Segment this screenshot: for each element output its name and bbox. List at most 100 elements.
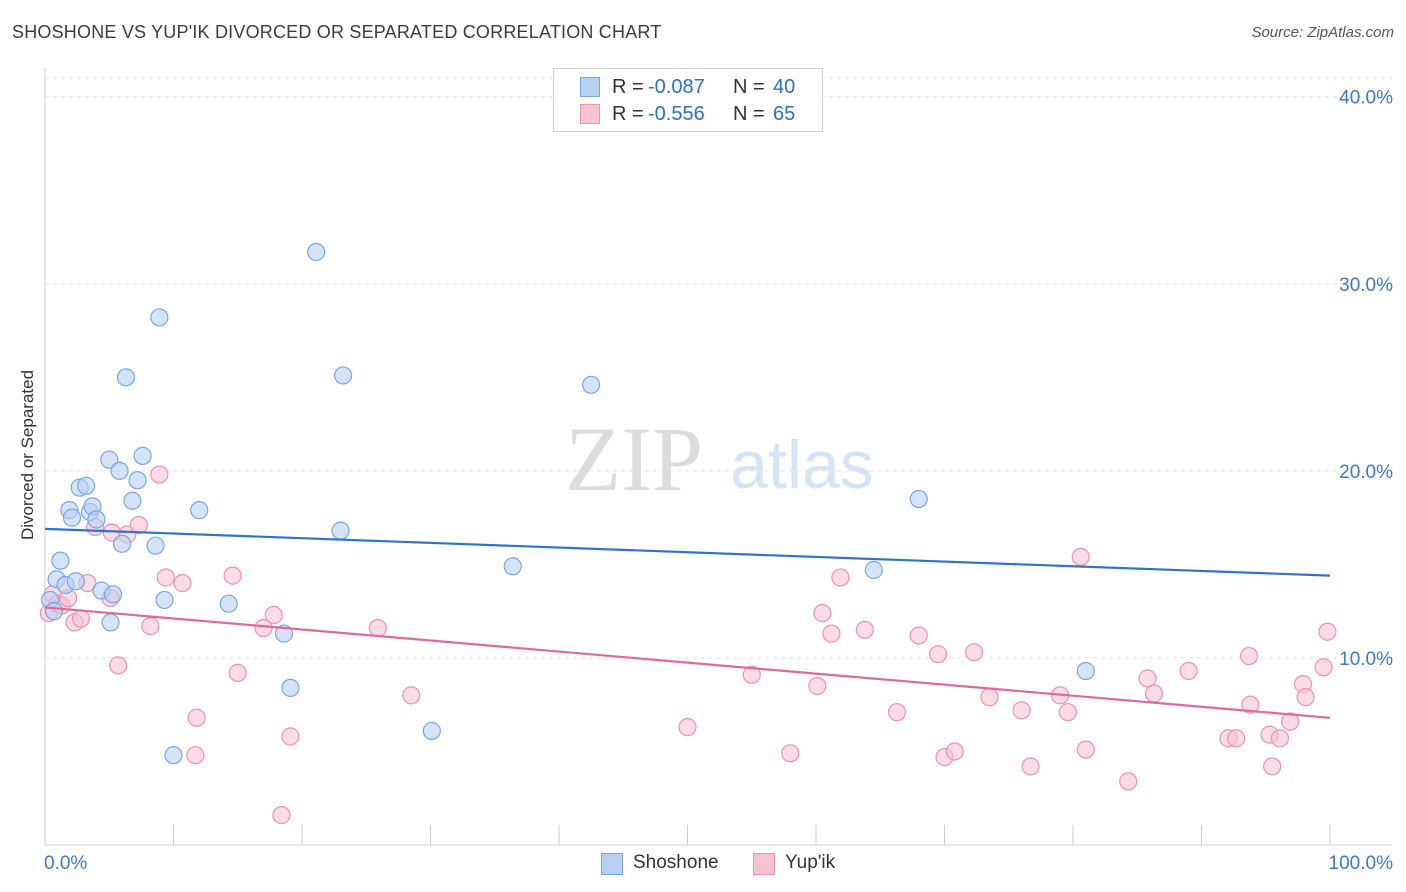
yupik-point (1179, 661, 1198, 681)
shoshone-points (41, 242, 1095, 765)
yupik-point (141, 617, 160, 636)
shoshone-point (864, 560, 883, 580)
yupik-point (264, 605, 283, 625)
shoshone-point (422, 721, 441, 740)
watermark: ZIP atlas (565, 408, 874, 510)
shoshone-point (331, 521, 350, 540)
y-tick-label: 20.0% (1339, 462, 1393, 483)
yupik-point (1012, 701, 1031, 720)
shoshone-swatch (601, 853, 623, 875)
shoshone-point (307, 242, 326, 262)
shoshone-point (104, 585, 123, 604)
y-tick-label: 40.0% (1339, 88, 1393, 109)
yupik-points (39, 465, 1337, 825)
shoshone-point (123, 491, 142, 510)
shoshone-swatch (580, 77, 600, 97)
yupik-point (781, 744, 800, 763)
shoshone-point (44, 602, 64, 621)
yupik-point (1071, 547, 1090, 567)
yupik-point (1239, 646, 1259, 666)
shoshone-point (909, 489, 928, 509)
shoshone-point (112, 534, 132, 553)
shoshone-point (116, 368, 136, 387)
x-tick-label: 0.0% (44, 853, 87, 874)
yupik-point (1076, 740, 1095, 759)
yupik-point (1021, 757, 1040, 776)
shoshone-point (582, 375, 601, 394)
shoshone-point (164, 746, 183, 765)
yupik-point (173, 573, 192, 593)
yupik-swatch (753, 853, 775, 875)
yupik-point (909, 626, 928, 645)
r-value: -0.087 (648, 76, 705, 98)
shoshone-point (1076, 661, 1095, 681)
yupik-point (678, 718, 697, 737)
yupik-point (1227, 729, 1246, 748)
n-label: N = (733, 103, 765, 125)
shoshone-point (155, 590, 174, 610)
yupik-point (1318, 622, 1337, 641)
yupik-point (186, 746, 205, 765)
legend-label: Shoshone (633, 852, 719, 873)
r-label: R = (612, 76, 644, 98)
yupik-point (109, 656, 128, 675)
shoshone-point (133, 446, 152, 465)
yupik-swatch (580, 104, 600, 124)
n-label: N = (733, 76, 765, 98)
x-tick-label: 100.0% (1329, 853, 1394, 874)
r-value: -0.556 (648, 103, 705, 125)
yupik-point (742, 665, 761, 684)
yupik-point (150, 465, 169, 484)
watermark-atlas: atlas (730, 427, 874, 503)
yupik-point (1241, 695, 1260, 714)
yupik-point (1119, 772, 1138, 791)
source-credit: Source: ZipAtlas.com (1251, 24, 1394, 41)
trend-lines (44, 527, 1331, 719)
yupik-point (228, 663, 247, 682)
y-tick-label: 10.0% (1339, 649, 1393, 670)
yupik-point (1281, 712, 1300, 731)
shoshone-point (128, 471, 147, 490)
yupik-point (368, 618, 387, 638)
yupik-point (822, 624, 841, 643)
yupik-point (129, 516, 148, 535)
shoshone-point (190, 501, 209, 520)
yupik-point (945, 742, 964, 761)
shoshone-point (62, 508, 82, 527)
chart-title: SHOSHONE VS YUP'IK DIVORCED OR SEPARATED… (12, 22, 662, 42)
shoshone-point (110, 461, 129, 480)
yupik-trend-line (44, 606, 1331, 719)
yupik-point (964, 643, 984, 662)
yupik-point (980, 688, 999, 707)
watermark-zip: ZIP (565, 408, 703, 510)
yupik-point (1296, 688, 1315, 707)
n-value: 40 (773, 76, 796, 98)
shoshone-point (146, 536, 165, 555)
yupik-point (1263, 757, 1282, 776)
yupik-point (187, 708, 206, 727)
shoshone-point (101, 613, 120, 632)
shoshone-trend-line (44, 527, 1331, 577)
yupik-point (402, 686, 421, 705)
shoshone-point (87, 510, 106, 529)
yupik-point (1270, 729, 1289, 748)
yupik-point (1058, 703, 1077, 722)
yupik-point (1314, 658, 1333, 677)
yupik-point (156, 568, 175, 587)
n-value: 65 (773, 103, 796, 125)
yupik-point (1144, 684, 1164, 703)
yupik-point (831, 568, 850, 587)
yupik-point (855, 620, 874, 639)
axes (44, 68, 1392, 846)
legend-label: Yup'ik (785, 852, 836, 873)
yupik-point (813, 603, 832, 623)
yupik-point (887, 703, 907, 722)
yupik-point (1138, 669, 1157, 688)
shoshone-point (219, 594, 238, 613)
shoshone-point (77, 476, 96, 495)
yupik-point (71, 609, 91, 628)
y-tick-label: 30.0% (1339, 275, 1393, 296)
shoshone-point (334, 366, 353, 385)
shoshone-point (503, 557, 522, 576)
